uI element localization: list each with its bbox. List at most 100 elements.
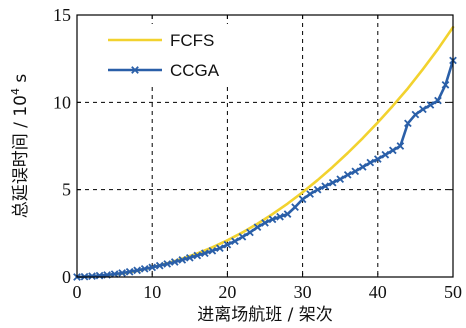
point-ccga-41-stroke-b [381,150,390,159]
point-ccga-28-stroke-b [283,210,292,218]
point-ccga-26-stroke-b [268,215,277,224]
point-ccga-6 [118,269,126,277]
point-ccga-36-stroke-b [343,170,352,179]
point-ccga-14-stroke-b [178,256,187,264]
tick-labels: 0 10 20 30 40 50 0 5 10 15 [53,5,462,302]
point-ccga-9-stroke-b [140,264,149,273]
legend-label-fcfs: FCFS [170,31,214,50]
point-ccga-28 [283,210,292,218]
point-ccga-49-stroke-b [441,81,450,89]
ticks [76,14,454,278]
point-ccga-30-stroke-b [298,195,307,204]
legend-label-ccga: CCGA [170,61,220,80]
point-ccga-7 [125,267,134,276]
point-ccga-21-stroke-b [231,237,239,246]
legend-marker-ccga [131,66,139,74]
point-ccga-49 [441,81,450,89]
y-axis-label-suffix: s [11,74,31,88]
point-ccga-5 [110,270,119,278]
point-ccga-24 [253,223,262,232]
point-ccga-23-stroke-b [246,228,254,237]
point-ccga-12-stroke-b [163,260,172,268]
x-tick-label-50: 50 [444,282,462,302]
y-axis-label: 总延误时间 / 104 s [9,74,31,219]
point-ccga-35-stroke-b [336,175,345,184]
point-ccga-32-stroke-b [313,185,322,194]
point-ccga-47 [426,101,435,109]
point-ccga-24-stroke-b [253,223,262,232]
point-ccga-14 [178,256,187,264]
point-ccga-37 [351,167,360,176]
point-ccga-38-stroke-b [358,163,367,171]
point-ccga-26 [268,215,277,224]
point-ccga-15-stroke-b [185,253,194,262]
point-ccga-45 [411,110,420,119]
legend: FCFS CCGA [100,24,230,86]
legend-marker-ccga-x-stroke-b [131,66,139,74]
y-tick-label-5: 5 [62,180,71,200]
point-ccga-11-stroke-b [155,261,164,270]
point-ccga-33-stroke-b [321,182,329,191]
point-ccga-5-stroke-b [110,270,119,278]
point-ccga-38 [358,163,367,171]
y-axis-label-exponent: 4 [9,88,22,95]
legend-marker-ccga-x [131,66,139,74]
point-ccga-40-stroke-b [373,155,382,163]
point-ccga-8-stroke-b [133,266,141,275]
x-tick-label-0: 0 [73,282,82,302]
series-ccga [73,56,457,281]
point-ccga-29 [291,203,299,211]
point-ccga-18-stroke-b [208,246,217,255]
point-ccga-48 [434,96,442,105]
point-ccga-42 [389,146,397,155]
point-ccga-42-stroke-b [389,146,397,155]
point-ccga-48-stroke-b [434,96,442,105]
point-ccga-12 [163,260,172,268]
point-ccga-22 [238,232,247,241]
point-ccga-2-stroke-b [88,272,96,280]
point-ccga-43-stroke-b [396,142,405,150]
point-ccga-47-stroke-b [426,101,435,109]
y-tick-label-0: 0 [62,267,71,287]
legend-box [100,24,230,86]
point-ccga-31 [306,190,314,198]
point-ccga-19-stroke-b [216,244,224,253]
point-ccga-25 [261,219,269,227]
point-ccga-30 [298,195,307,204]
point-ccga-25-stroke-b [261,219,269,227]
point-ccga-34 [328,178,337,187]
point-ccga-16 [193,251,202,260]
point-ccga-9 [140,264,149,273]
point-ccga-17 [201,249,209,258]
y-tick-label-15: 15 [53,5,71,25]
point-ccga-3 [95,271,104,280]
point-ccga-31-stroke-b [306,190,314,198]
point-ccga-6-stroke-b [118,269,126,277]
series-layer [73,25,457,281]
point-ccga-41 [381,150,390,159]
point-ccga-10 [148,263,157,272]
point-ccga-35 [336,175,345,184]
point-ccga-46-stroke-b [419,105,427,114]
point-ccga-10-stroke-b [148,263,157,272]
point-ccga-13-stroke-b [170,258,179,266]
point-ccga-37-stroke-b [351,167,360,176]
point-ccga-2 [88,272,96,280]
point-ccga-44-stroke-b [404,119,412,128]
point-ccga-32 [313,185,322,194]
point-ccga-45-stroke-b [411,110,420,119]
point-ccga-39 [366,158,375,167]
point-ccga-7-stroke-b [125,267,134,276]
point-ccga-22-stroke-b [238,232,247,241]
point-ccga-20 [223,240,232,249]
point-ccga-20-stroke-b [223,240,232,249]
point-ccga-18 [208,246,217,255]
point-ccga-27 [276,212,284,221]
point-ccga-21 [231,237,239,246]
point-ccga-34-stroke-b [328,178,337,187]
point-ccga-13 [170,258,179,266]
point-ccga-46 [419,105,427,114]
x-tick-label-40: 40 [369,282,387,302]
